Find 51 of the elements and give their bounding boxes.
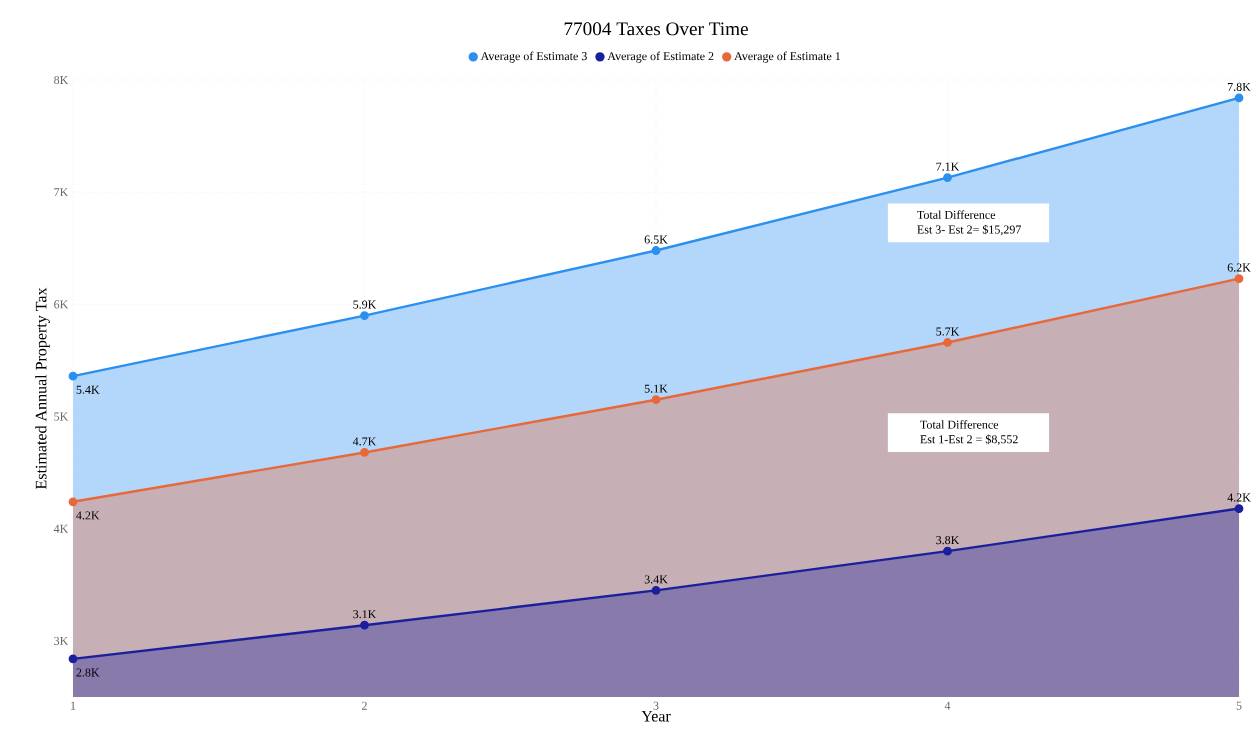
y-tick-label: 6K <box>54 300 69 309</box>
legend-label: Average of Estimate 2 <box>607 51 714 63</box>
point <box>651 246 661 255</box>
point <box>943 546 952 556</box>
point <box>943 173 952 182</box>
data-label: 6.2K <box>1227 263 1251 272</box>
annotation: Total Difference <box>920 420 999 429</box>
x-tick-label: 3 <box>653 701 659 710</box>
data-label: 3.8K <box>936 536 960 545</box>
point <box>651 586 661 595</box>
point <box>68 371 78 381</box>
data-label: 4.2K <box>1227 493 1251 502</box>
y-tick-label: 5K <box>54 412 69 421</box>
y-tick-label: 3K <box>54 636 69 645</box>
x-tick-label: 4 <box>944 701 951 710</box>
data-label: 3.1K <box>353 610 377 619</box>
point <box>360 448 369 457</box>
chart-title: 77004 Taxes Over Time <box>564 22 748 36</box>
annotation: Total Difference <box>917 210 996 219</box>
data-label: 5.1K <box>644 384 668 393</box>
point <box>1234 274 1244 283</box>
data-label: 5.7K <box>936 327 960 336</box>
point <box>360 311 369 320</box>
point <box>360 620 369 630</box>
y-tick-label: 4K <box>53 524 69 533</box>
x-tick-label: 1 <box>71 701 76 710</box>
point <box>943 338 952 347</box>
data-label: 7.8K <box>1227 82 1251 92</box>
x-axis-title: Year <box>641 710 671 722</box>
y-tick-label: 7K <box>54 188 69 197</box>
data-label: 5.9K <box>353 300 377 309</box>
data-label: 2.8K <box>76 668 100 677</box>
point <box>68 654 78 664</box>
x-tick-label: 5 <box>1236 701 1242 710</box>
data-label: 7.1K <box>936 162 960 171</box>
data-label: 6.5K <box>644 235 668 244</box>
annotation: Est 3- Est 2= $15,297 <box>917 224 1022 236</box>
x-tick-label: 2 <box>362 701 367 710</box>
annotation: Est 1-Est 2 = $8,552 <box>920 434 1018 446</box>
data-label: 3.4K <box>644 575 668 584</box>
legend-label: Average of Estimate 3 <box>480 51 587 63</box>
point <box>1234 93 1244 103</box>
data-label: 5.4K <box>76 385 100 394</box>
y-axis-title: Estimated Annual Property Tax <box>35 287 50 490</box>
point <box>68 497 78 507</box>
data-label: 4.2K <box>76 511 100 520</box>
legend-label: Average of Estimate 1 <box>734 51 841 63</box>
point <box>1234 504 1244 513</box>
point <box>651 395 661 405</box>
data-label: 4.7K <box>352 437 377 446</box>
y-tick-label: 8K <box>54 75 69 85</box>
